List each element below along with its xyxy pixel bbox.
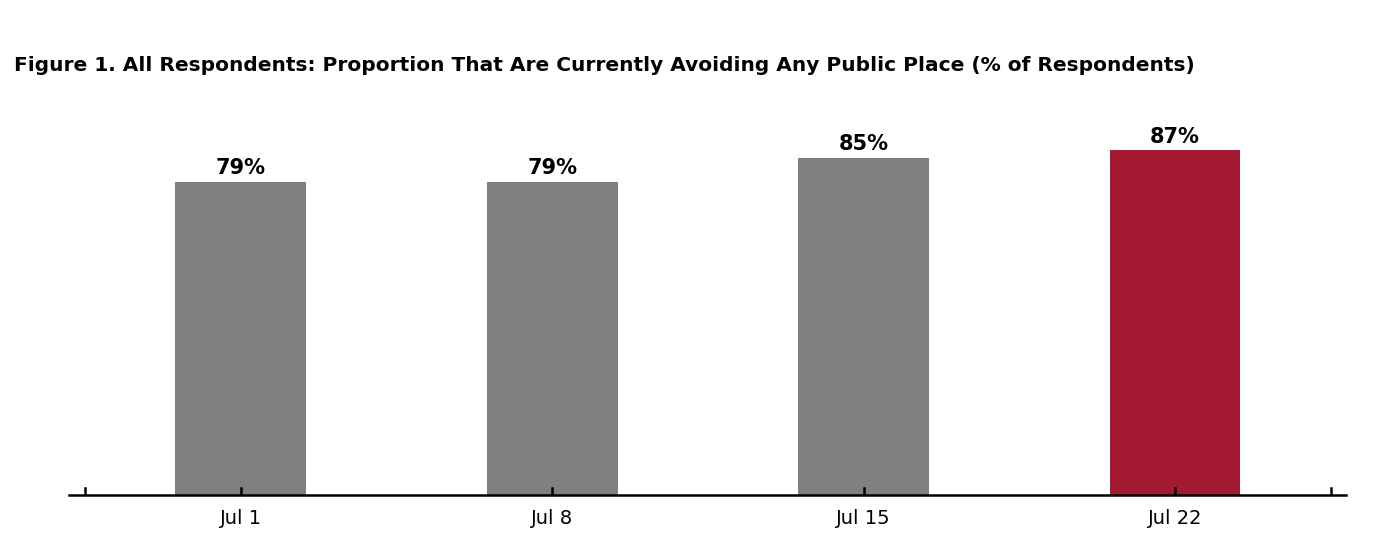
Bar	[798, 158, 929, 495]
Text: Figure 1. All Respondents: Proportion That Are Currently Avoiding Any Public Pla: Figure 1. All Respondents: Proportion Th…	[14, 56, 1195, 75]
Text: 79%: 79%	[527, 158, 577, 178]
Text: 85%: 85%	[838, 134, 888, 155]
Bar	[487, 182, 618, 495]
Bar	[175, 182, 307, 495]
Text: 79%: 79%	[215, 158, 265, 178]
Text: 87%: 87%	[1151, 126, 1201, 146]
Bar	[1109, 151, 1241, 495]
